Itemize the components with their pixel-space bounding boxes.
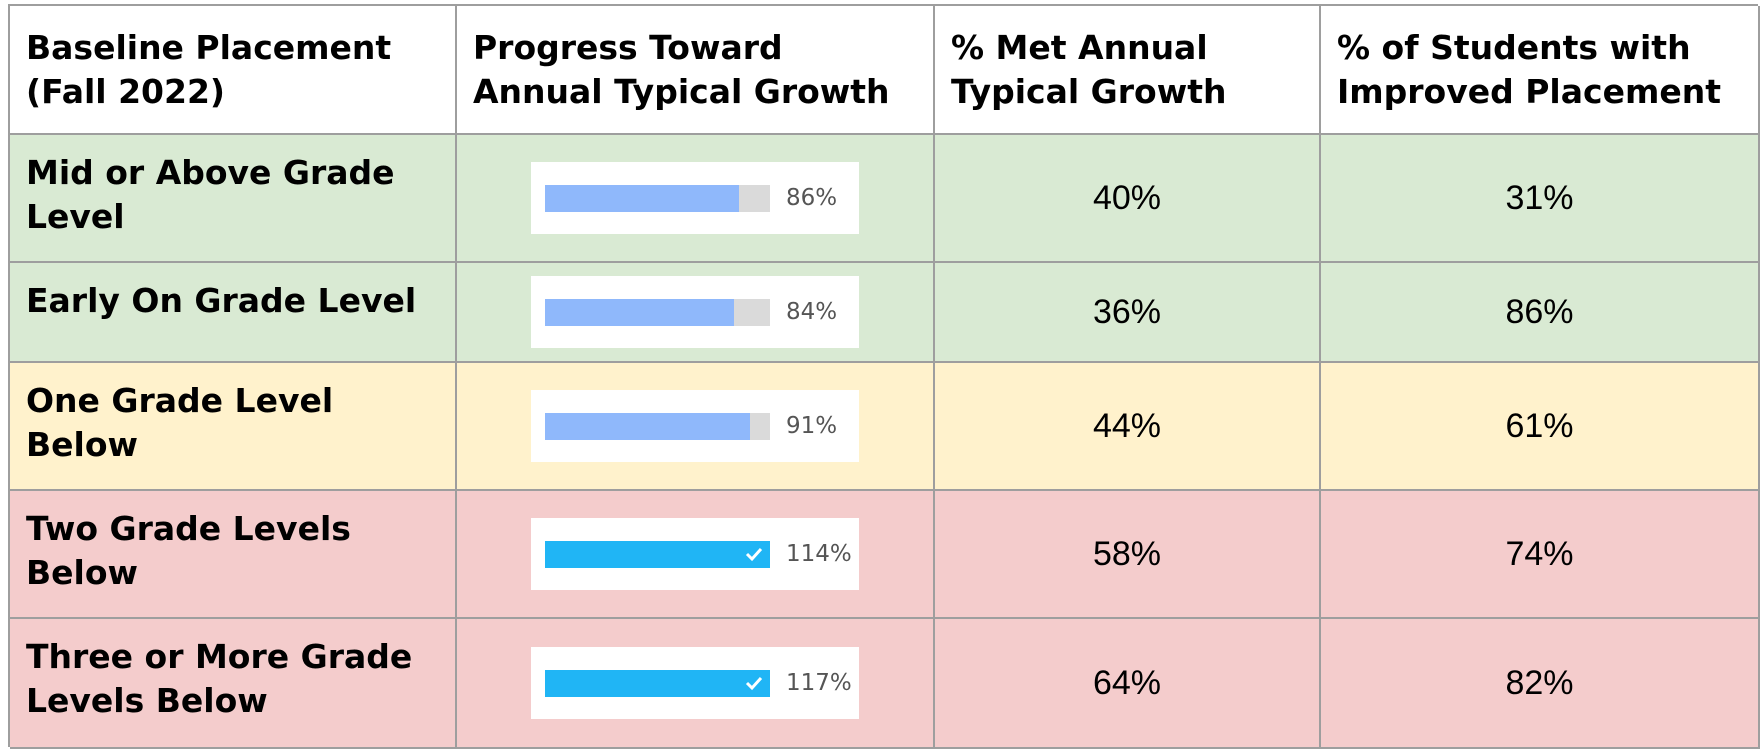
met-cell: 44% [935,363,1321,491]
row-label: Mid or Above Grade Level [10,135,457,263]
progress-track [545,540,770,568]
row-label: One Grade Level Below [10,363,457,491]
met-cell: 40% [935,135,1321,263]
progress-label: 86% [786,185,838,211]
row-label: Three or More Grade Levels Below [10,619,457,749]
progress-bar [545,298,734,326]
improved-cell: 74% [1321,491,1760,619]
progress-widget: 91% [531,390,859,462]
progress-cell: 91% [457,363,935,491]
progress-widget: 114% [531,518,859,590]
met-cell: 58% [935,491,1321,619]
header-cell: Baseline Placement (Fall 2022) [10,6,457,135]
header-cell: % Met Annual Typical Growth [935,6,1321,135]
progress-track [545,184,770,212]
progress-label: 117% [786,670,852,696]
progress-bar [545,412,750,440]
progress-cell: 84% [457,263,935,363]
row-label: Early On Grade Level [10,263,457,363]
progress-widget: 86% [531,162,859,234]
header-cell: Progress Toward Annual Typical Growth [457,6,935,135]
progress-cell: 117% [457,619,935,749]
improved-cell: 31% [1321,135,1760,263]
check-icon [745,676,763,690]
met-cell: 36% [935,263,1321,363]
progress-widget: 84% [531,276,859,348]
progress-bar [545,669,770,697]
progress-label: 84% [786,299,838,325]
improved-cell: 82% [1321,619,1760,749]
progress-bar [545,540,770,568]
check-icon [745,547,763,561]
progress-cell: 114% [457,491,935,619]
progress-cell: 86% [457,135,935,263]
header-cell: % of Students with Improved Placement [1321,6,1760,135]
improved-cell: 86% [1321,263,1760,363]
progress-bar [545,184,739,212]
progress-track [545,298,770,326]
table: Baseline Placement (Fall 2022) Progress T… [8,4,1760,749]
met-cell: 64% [935,619,1321,749]
improved-cell: 61% [1321,363,1760,491]
progress-label: 91% [786,413,838,439]
row-label: Two Grade Levels Below [10,491,457,619]
progress-widget: 117% [531,647,859,719]
progress-track [545,669,770,697]
progress-track [545,412,770,440]
progress-label: 114% [786,541,852,567]
